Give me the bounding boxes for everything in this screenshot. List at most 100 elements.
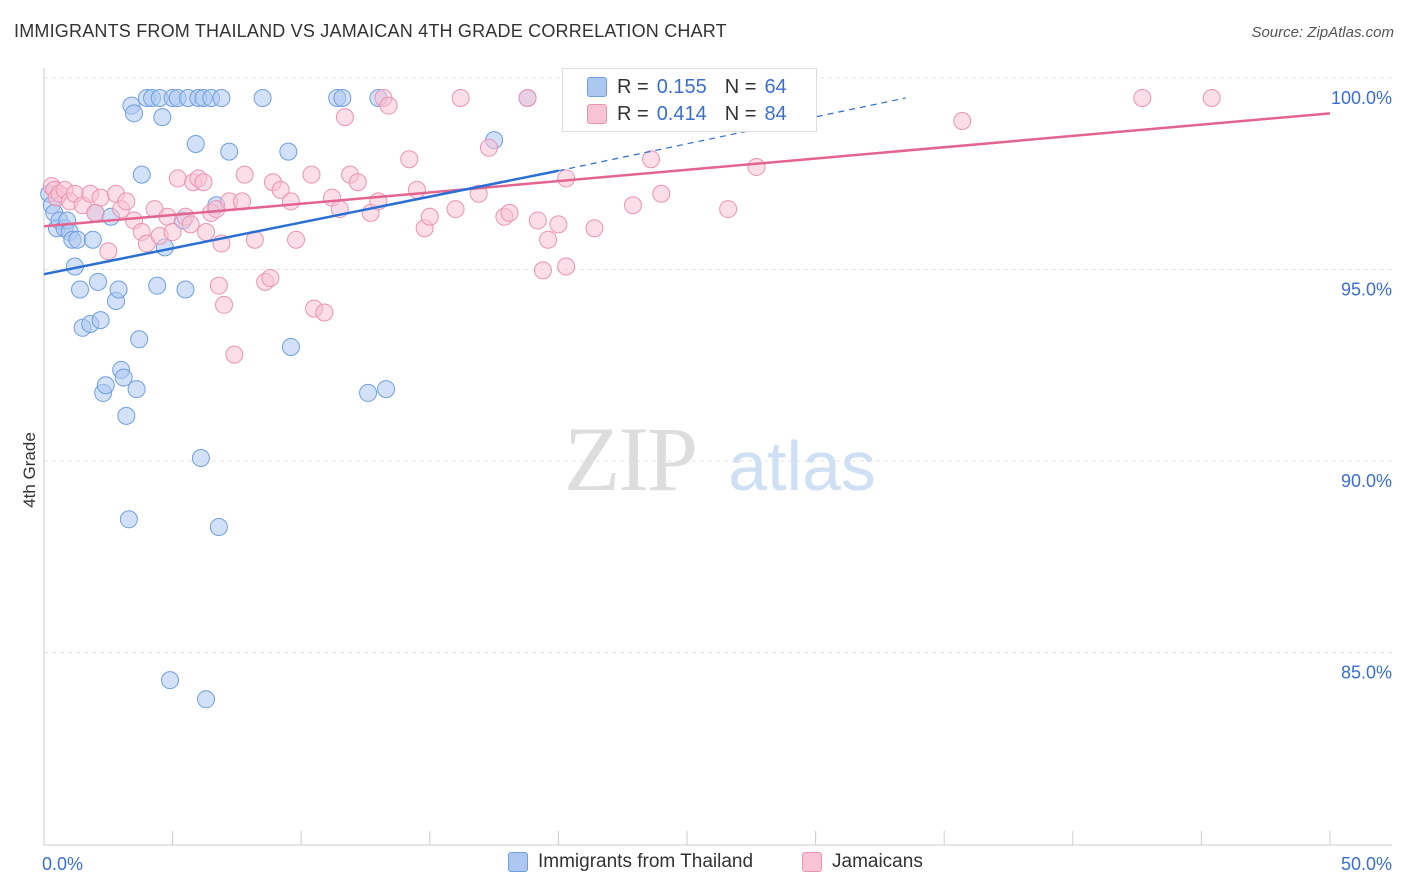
y-tick-label: 85.0% (1341, 663, 1392, 683)
jamaican-point (420, 207, 439, 226)
jamaican-point (271, 180, 290, 199)
jamaican-swatch (587, 104, 607, 124)
jamaican-point (209, 276, 228, 295)
thailand-legend-swatch (508, 852, 528, 872)
n-label: N = (724, 102, 757, 125)
thailand-point (253, 89, 272, 107)
thailand-point (333, 89, 352, 107)
thailand-trend-line (43, 169, 559, 276)
thailand-point (161, 671, 180, 690)
thailand-point (212, 89, 231, 107)
jamaican-point (500, 203, 519, 222)
jamaican-point (181, 215, 200, 234)
jamaican-point (215, 295, 234, 314)
thailand-point (83, 230, 102, 249)
jamaican-point (652, 184, 671, 203)
jamaican-point (953, 111, 972, 130)
legend-row-jamaican: R = 0.414 N = 84 (587, 101, 787, 127)
jamaican-point (539, 230, 558, 249)
jamaican-point (261, 269, 280, 288)
jamaican-point (225, 345, 244, 364)
jamaican-r-value: 0.414 (656, 102, 707, 125)
thailand-point (281, 337, 300, 356)
watermark-atlas: atlas (728, 427, 876, 505)
r-label: R = (617, 75, 649, 98)
thailand-point (377, 380, 396, 399)
watermark-zip: ZIP (564, 408, 696, 510)
jamaican-point (451, 89, 470, 107)
thailand-legend-label: Immigrants from Thailand (538, 851, 754, 872)
jamaican-point (281, 192, 300, 211)
thailand-point (153, 108, 172, 127)
jamaican-point (719, 200, 738, 219)
jamaican-legend-label: Jamaicans (832, 851, 923, 872)
r-label: R = (617, 102, 649, 125)
thailand-point (186, 134, 205, 153)
thailand-point (119, 510, 138, 529)
jamaican-point (235, 165, 254, 184)
thailand-point (109, 280, 128, 299)
thailand-point (191, 449, 210, 468)
series-legend: Immigrants from Thailand Jamaicans (0, 851, 1406, 879)
jamaican-point (1202, 89, 1221, 107)
source-label: Source: ZipAtlas.com (1251, 24, 1394, 41)
grid-lines (44, 77, 1392, 653)
trend-lines (43, 97, 1331, 276)
jamaican-n-value: 84 (764, 102, 787, 125)
thailand-n-value: 64 (764, 75, 787, 98)
jamaican-point (518, 89, 537, 107)
jamaican-point (623, 196, 642, 215)
jamaican-point (585, 219, 604, 238)
jamaican-point (117, 192, 136, 211)
jamaican-point (163, 223, 182, 242)
thailand-point (130, 330, 149, 349)
thailand-point (68, 230, 87, 249)
jamaican-point (446, 200, 465, 219)
jamaican-point (197, 223, 216, 242)
thailand-points (40, 89, 537, 709)
jamaican-point (287, 230, 306, 249)
legend-item-thailand[interactable]: Immigrants from Thailand (508, 851, 753, 873)
watermark: ZIP atlas (564, 408, 876, 510)
jamaican-point (400, 150, 419, 169)
thailand-point (220, 142, 239, 161)
jamaican-point (86, 203, 105, 222)
jamaican-point (194, 173, 213, 192)
jamaican-point (168, 169, 187, 188)
jamaican-point (557, 169, 576, 188)
thailand-point (71, 280, 90, 299)
jamaican-point (747, 157, 766, 176)
thailand-point (148, 276, 167, 295)
thailand-trend-extension (558, 97, 906, 172)
thailand-point (117, 406, 136, 425)
y-axis-label: 4th Grade (20, 432, 39, 508)
legend-item-jamaican[interactable]: Jamaicans (802, 851, 923, 873)
thailand-point (209, 517, 228, 536)
jamaican-point (335, 108, 354, 127)
jamaican-point (479, 138, 498, 157)
thailand-point (89, 272, 108, 291)
n-label: N = (724, 75, 757, 98)
jamaican-point (528, 211, 547, 230)
chart-title: IMMIGRANTS FROM THAILAND VS JAMAICAN 4TH… (14, 21, 727, 41)
jamaican-trend-line (43, 112, 1331, 228)
axes (43, 68, 1392, 846)
jamaican-point (379, 96, 398, 115)
jamaican-point (641, 150, 660, 169)
thailand-point (91, 311, 110, 330)
thailand-swatch (587, 77, 607, 97)
thailand-point (132, 165, 151, 184)
jamaican-point (91, 188, 110, 207)
jamaican-point (302, 165, 321, 184)
x-tick-label-max: 50.0% (1341, 854, 1392, 874)
thailand-point (114, 368, 133, 387)
jamaican-point (407, 180, 426, 199)
jamaican-point (348, 173, 367, 192)
stats-legend: R = 0.155 N = 64 R = 0.414 N = 84 (562, 68, 817, 132)
tick-labels: 100.0% 95.0% 90.0% 85.0% 0.0% 50.0% (42, 88, 1392, 874)
thailand-point (125, 104, 144, 123)
legend-row-thailand: R = 0.155 N = 64 (587, 74, 787, 100)
jamaican-point (1133, 89, 1152, 107)
x-tick-label-min: 0.0% (42, 854, 83, 874)
thailand-point (176, 280, 195, 299)
